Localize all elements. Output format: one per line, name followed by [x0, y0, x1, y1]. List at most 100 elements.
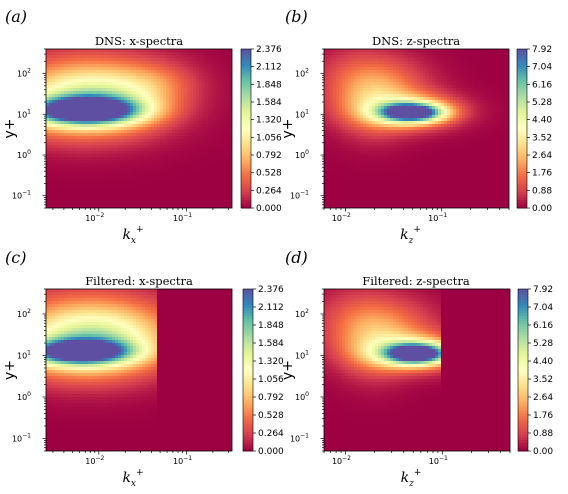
- heatmap-cell: [61, 76, 65, 80]
- heatmap-cell: [178, 133, 182, 137]
- heatmap-cell: [166, 124, 170, 128]
- heatmap-cell: [133, 160, 137, 164]
- heatmap-cell: [169, 103, 173, 107]
- heatmap-cell: [142, 88, 146, 92]
- heatmap-cell: [151, 94, 155, 98]
- heatmap-cell: [169, 64, 173, 68]
- heatmap-cell: [166, 58, 170, 62]
- heatmap-cell: [148, 154, 152, 158]
- heatmap-cell: [160, 151, 164, 155]
- heatmap-cell: [121, 115, 125, 119]
- heatmap-cell: [175, 55, 179, 59]
- heatmap-cell: [190, 157, 194, 161]
- heatmap-cell: [55, 160, 59, 164]
- heatmap-cell: [205, 115, 209, 119]
- heatmap-cell: [196, 151, 200, 155]
- heatmap-cell: [184, 166, 188, 170]
- heatmap-cell: [73, 97, 77, 101]
- heatmap-cell: [85, 136, 89, 140]
- heatmap-cell: [142, 55, 146, 59]
- heatmap-cell: [154, 142, 158, 146]
- heatmap-cell: [193, 106, 197, 110]
- heatmap-cell: [202, 148, 206, 152]
- heatmap-cell: [193, 115, 197, 119]
- heatmap-cell: [49, 109, 53, 113]
- heatmap-cell: [118, 64, 122, 68]
- heatmap-cell: [91, 169, 95, 173]
- heatmap-cell: [79, 76, 83, 80]
- heatmap-cell: [187, 133, 191, 137]
- heatmap-cell: [49, 58, 53, 62]
- heatmap-cell: [103, 94, 107, 98]
- heatmap-cell: [100, 127, 104, 131]
- heatmap-cell: [100, 157, 104, 161]
- heatmap-cell: [199, 139, 203, 143]
- heatmap-cell: [205, 142, 209, 146]
- heatmap-cell: [226, 139, 230, 143]
- heatmap-cell: [139, 115, 143, 119]
- heatmap-cell: [190, 70, 194, 74]
- heatmap-cell: [226, 133, 230, 137]
- heatmap-cell: [181, 154, 185, 158]
- heatmap-cell: [91, 88, 95, 92]
- heatmap-cell: [70, 67, 74, 71]
- heatmap-cell: [112, 169, 116, 173]
- heatmap-cell: [175, 79, 179, 83]
- x-tick-label: 10−1: [173, 212, 192, 223]
- heatmap-cell: [85, 157, 89, 161]
- heatmap-cell: [163, 100, 167, 104]
- heatmap-cell: [145, 145, 149, 149]
- heatmap-cell: [139, 118, 143, 122]
- heatmap-cell: [124, 73, 128, 77]
- heatmap-cell: [142, 136, 146, 140]
- heatmap-cell: [124, 88, 128, 92]
- heatmap-cell: [223, 142, 227, 146]
- heatmap-cell: [190, 145, 194, 149]
- heatmap-cell: [229, 76, 232, 80]
- heatmap-cell: [217, 115, 221, 119]
- heatmap-cell: [202, 169, 206, 173]
- heatmap-cell: [118, 67, 122, 71]
- heatmap-cell: [148, 169, 152, 173]
- heatmap-cell: [160, 136, 164, 140]
- heatmap-cell: [223, 136, 227, 140]
- heatmap-cell: [229, 55, 232, 59]
- heatmap-cell: [136, 145, 140, 149]
- heatmap-cell: [106, 166, 110, 170]
- heatmap-cell: [124, 118, 128, 122]
- heatmap-cell: [148, 97, 152, 101]
- heatmap-cell: [52, 82, 56, 86]
- heatmap-cell: [115, 157, 119, 161]
- heatmap-cell: [208, 112, 212, 116]
- heatmap-cell: [157, 160, 161, 164]
- heatmap-cell: [169, 76, 173, 80]
- heatmap-cell: [85, 64, 89, 68]
- heatmap-cell: [211, 103, 215, 107]
- heatmap-cell: [115, 85, 119, 89]
- heatmap-cell: [202, 79, 206, 83]
- heatmap-cell: [145, 142, 149, 146]
- heatmap-cell: [223, 106, 227, 110]
- heatmap-cell: [202, 70, 206, 74]
- heatmap-cell: [208, 82, 212, 86]
- heatmap-cell: [88, 94, 92, 98]
- heatmap-cell: [154, 112, 158, 116]
- heatmap-cell: [64, 85, 68, 89]
- heatmap-cell: [85, 154, 89, 158]
- heatmap-cell: [76, 67, 80, 71]
- heatmap-cell: [115, 109, 119, 113]
- heatmap-cell: [229, 91, 232, 95]
- heatmap-cell: [190, 85, 194, 89]
- heatmap-cell: [223, 133, 227, 137]
- heatmap-cell: [208, 124, 212, 128]
- heatmap-cell: [160, 91, 164, 95]
- heatmap-cell: [118, 166, 122, 170]
- heatmap-cell: [187, 70, 191, 74]
- heatmap-cell: [70, 76, 74, 80]
- heatmap-cell: [106, 58, 110, 62]
- heatmap-cell: [61, 73, 65, 77]
- heatmap-cell: [220, 100, 224, 104]
- heatmap-cell: [91, 121, 95, 125]
- heatmap-cell: [52, 118, 56, 122]
- heatmap-cell: [49, 100, 53, 104]
